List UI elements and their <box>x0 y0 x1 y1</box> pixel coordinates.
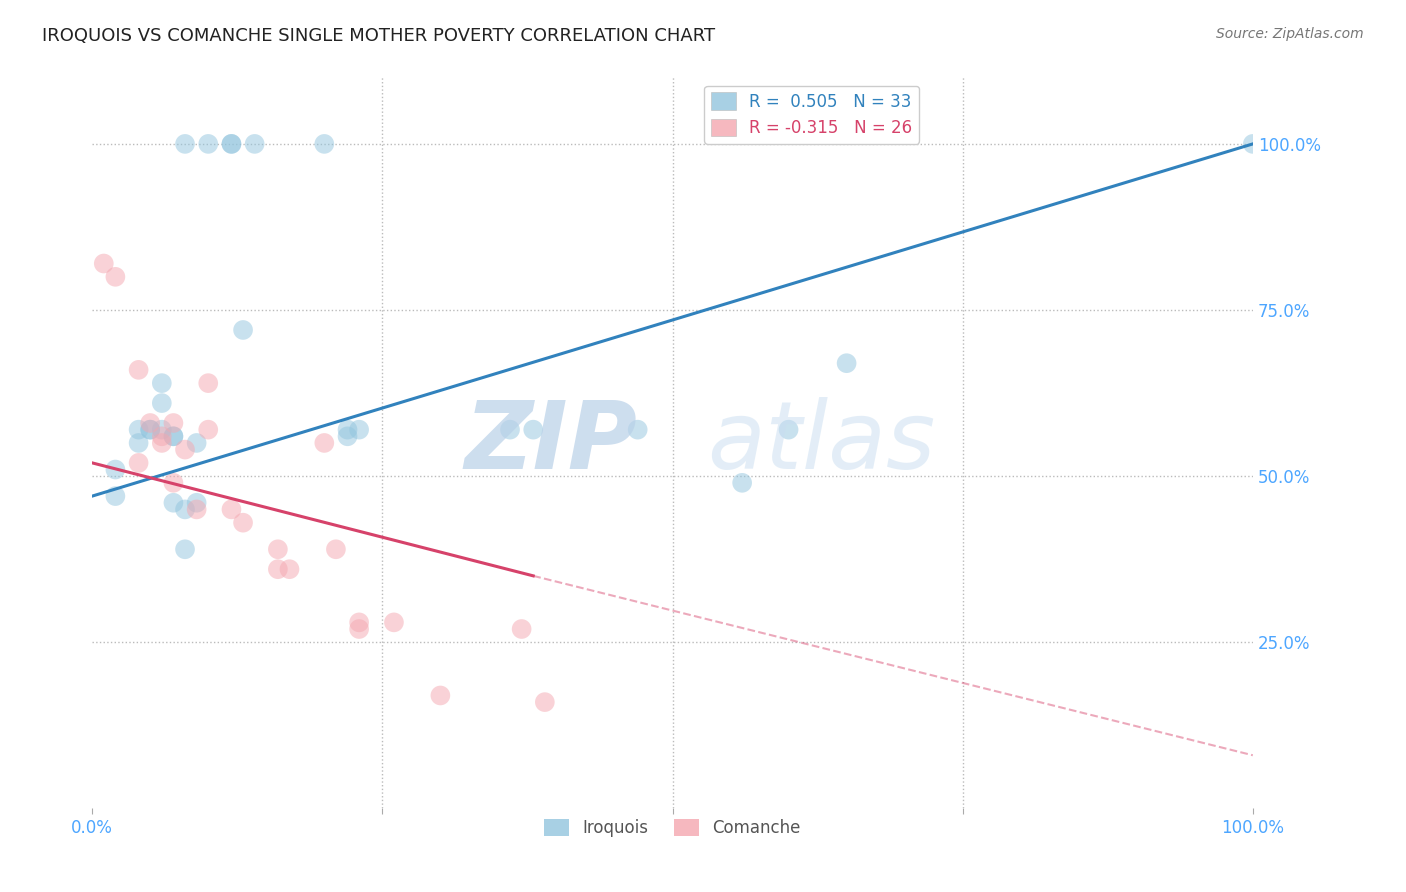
Point <box>93 256 115 270</box>
Point <box>314 436 336 450</box>
Point <box>347 622 370 636</box>
Point <box>139 416 162 430</box>
Point <box>162 429 184 443</box>
Point <box>128 436 150 450</box>
Text: Source: ZipAtlas.com: Source: ZipAtlas.com <box>1216 27 1364 41</box>
Legend: Iroquois, Comanche: Iroquois, Comanche <box>538 813 807 844</box>
Point <box>174 542 197 557</box>
Point <box>197 376 219 391</box>
Point <box>267 562 290 576</box>
Point <box>186 496 208 510</box>
Point <box>150 423 173 437</box>
Point <box>522 423 544 437</box>
Point <box>197 423 219 437</box>
Point <box>325 542 347 557</box>
Point <box>731 475 754 490</box>
Point <box>232 516 254 530</box>
Point <box>336 423 359 437</box>
Point <box>197 136 219 151</box>
Point <box>150 429 173 443</box>
Point <box>162 475 184 490</box>
Text: ZIP: ZIP <box>465 397 638 489</box>
Point <box>139 423 162 437</box>
Point <box>221 136 243 151</box>
Point <box>232 323 254 337</box>
Point <box>186 436 208 450</box>
Point <box>627 423 650 437</box>
Point <box>510 622 533 636</box>
Point <box>347 615 370 630</box>
Point <box>174 502 197 516</box>
Point <box>778 423 800 437</box>
Point <box>162 416 184 430</box>
Point <box>534 695 557 709</box>
Point <box>221 502 243 516</box>
Point <box>150 376 173 391</box>
Point <box>128 456 150 470</box>
Point <box>128 363 150 377</box>
Point <box>150 436 173 450</box>
Point <box>347 423 370 437</box>
Text: atlas: atlas <box>707 398 935 489</box>
Point <box>150 396 173 410</box>
Point <box>835 356 858 370</box>
Point <box>278 562 301 576</box>
Point <box>499 423 522 437</box>
Point <box>1241 136 1264 151</box>
Point <box>104 462 127 476</box>
Text: IROQUOIS VS COMANCHE SINGLE MOTHER POVERTY CORRELATION CHART: IROQUOIS VS COMANCHE SINGLE MOTHER POVER… <box>42 27 716 45</box>
Point <box>429 689 451 703</box>
Point <box>174 442 197 457</box>
Point <box>336 429 359 443</box>
Point <box>104 489 127 503</box>
Point <box>162 429 184 443</box>
Point <box>162 496 184 510</box>
Point <box>174 136 197 151</box>
Point <box>382 615 405 630</box>
Point <box>267 542 290 557</box>
Point <box>128 423 150 437</box>
Point <box>186 502 208 516</box>
Point <box>139 423 162 437</box>
Point <box>314 136 336 151</box>
Point <box>104 269 127 284</box>
Point <box>243 136 266 151</box>
Point <box>221 136 243 151</box>
